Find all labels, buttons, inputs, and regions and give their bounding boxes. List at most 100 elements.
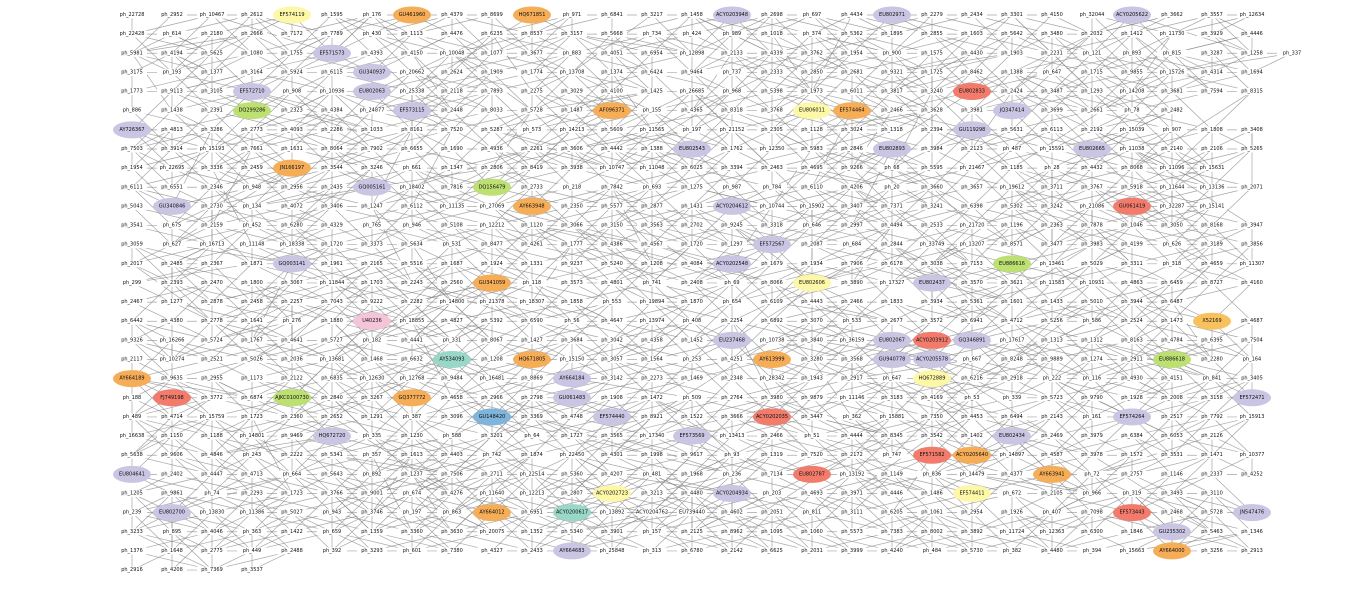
graph-node[interactable]: ph_487: [997, 145, 1027, 153]
graph-node[interactable]: GU340937: [353, 63, 391, 81]
graph-node[interactable]: ph_684: [837, 241, 867, 249]
graph-node[interactable]: ph_4150: [397, 49, 427, 57]
graph-node[interactable]: ph_5043: [117, 202, 147, 210]
graph-node[interactable]: ph_3067: [277, 279, 307, 287]
graph-node[interactable]: ph_20: [877, 183, 907, 191]
graph-node[interactable]: JN166197: [273, 159, 311, 177]
graph-node[interactable]: ph_2408: [677, 279, 707, 287]
graph-node[interactable]: ph_3657: [957, 183, 987, 191]
graph-node[interactable]: ph_5108: [437, 222, 467, 230]
graph-node[interactable]: ph_4434: [837, 11, 867, 19]
graph-node[interactable]: ph_883: [557, 49, 587, 57]
graph-node[interactable]: ph_2133: [717, 49, 747, 57]
graph-node[interactable]: ph_2463: [757, 164, 787, 172]
graph-node[interactable]: ph_2448: [437, 107, 467, 115]
graph-node[interactable]: ph_4199: [1117, 241, 1147, 249]
graph-node[interactable]: ph_218: [557, 183, 587, 191]
graph-node[interactable]: ph_4206: [837, 183, 867, 191]
graph-node[interactable]: ph_2192: [1077, 126, 1107, 134]
graph-node[interactable]: ph_2850: [797, 68, 827, 76]
graph-node[interactable]: ph_1762: [717, 145, 747, 153]
graph-node[interactable]: EU802063: [353, 83, 391, 101]
graph-node[interactable]: ph_8537: [517, 30, 547, 38]
graph-node[interactable]: ph_3487: [1037, 88, 1067, 96]
graph-node[interactable]: ph_10467: [197, 11, 227, 19]
graph-node[interactable]: ph_15591: [1037, 145, 1067, 153]
graph-node[interactable]: ph_4936: [477, 145, 507, 153]
graph-node[interactable]: ph_5398: [757, 88, 787, 96]
graph-node[interactable]: ph_3762: [797, 49, 827, 57]
graph-node[interactable]: ph_4442: [597, 145, 627, 153]
graph-node[interactable]: ph_3157: [557, 30, 587, 38]
graph-node[interactable]: ph_24877: [357, 107, 387, 115]
graph-node[interactable]: ph_907: [1157, 126, 1187, 134]
graph-node[interactable]: ph_1438: [157, 107, 187, 115]
graph-node[interactable]: ph_14213: [557, 126, 587, 134]
graph-node[interactable]: ph_3767: [1077, 183, 1107, 191]
graph-node[interactable]: ph_8477: [477, 241, 507, 249]
graph-node[interactable]: ph_1631: [277, 145, 307, 153]
graph-node[interactable]: ph_6111: [117, 183, 147, 191]
graph-node[interactable]: ph_2878: [197, 298, 227, 306]
graph-node[interactable]: ph_6551: [157, 183, 187, 191]
graph-node[interactable]: ph_646: [797, 222, 827, 230]
graph-node[interactable]: ph_4314: [1197, 68, 1227, 76]
graph-node[interactable]: ph_8315: [1237, 88, 1267, 96]
graph-node[interactable]: ph_3621: [997, 279, 1027, 287]
graph-node[interactable]: ph_2282: [397, 298, 427, 306]
graph-node[interactable]: ph_2702: [677, 222, 707, 230]
graph-node[interactable]: ph_2279: [917, 11, 947, 19]
graph-node[interactable]: ph_7878: [1077, 222, 1107, 230]
graph-node[interactable]: ph_32287: [1157, 202, 1187, 210]
graph-node[interactable]: ph_2159: [197, 222, 227, 230]
graph-node[interactable]: ph_2956: [277, 183, 307, 191]
graph-node[interactable]: ph_1275: [677, 183, 707, 191]
graph-node[interactable]: ph_3394: [717, 164, 747, 172]
graph-node[interactable]: ph_374: [797, 30, 827, 38]
graph-node[interactable]: ph_2467: [117, 298, 147, 306]
graph-node[interactable]: ph_3024: [837, 126, 867, 134]
graph-node[interactable]: ph_2243: [397, 279, 427, 287]
graph-node[interactable]: ph_20662: [397, 68, 427, 76]
graph-node[interactable]: ph_10744: [757, 202, 787, 210]
graph-node[interactable]: ph_6235: [477, 30, 507, 38]
graph-node[interactable]: GU340846: [153, 197, 191, 215]
graph-node[interactable]: ph_9113: [157, 88, 187, 96]
graph-node[interactable]: ph_2424: [997, 88, 1027, 96]
graph-node[interactable]: ph_2466: [877, 107, 907, 115]
graph-node[interactable]: ph_3929: [1197, 30, 1227, 38]
graph-node[interactable]: ph_2434: [957, 11, 987, 19]
graph-node[interactable]: HQ671851: [513, 6, 551, 24]
graph-node[interactable]: ph_1487: [557, 107, 587, 115]
graph-node[interactable]: ph_2394: [917, 126, 947, 134]
graph-node[interactable]: ph_1903: [997, 49, 1027, 57]
graph-node[interactable]: ph_2350: [557, 202, 587, 210]
graph-node[interactable]: ph_2305: [757, 126, 787, 134]
graph-node[interactable]: ph_2624: [437, 68, 467, 76]
graph-node[interactable]: ph_784: [757, 183, 787, 191]
graph-node[interactable]: ph_5668: [597, 30, 627, 38]
graph-node[interactable]: ph_8318: [717, 107, 747, 115]
graph-node[interactable]: ph_15141: [1197, 202, 1227, 210]
graph-node[interactable]: ph_4100: [597, 88, 627, 96]
graph-node[interactable]: ph_9321: [877, 68, 907, 76]
graph-node[interactable]: ph_1694: [1237, 68, 1267, 76]
graph-node[interactable]: ph_3408: [1237, 126, 1267, 134]
graph-node[interactable]: ph_11135: [437, 202, 467, 210]
graph-node[interactable]: ph_11644: [1157, 183, 1187, 191]
graph-node[interactable]: ph_4384: [317, 107, 347, 115]
graph-node[interactable]: ph_22428: [117, 30, 147, 38]
graph-node[interactable]: ph_2681: [837, 68, 867, 76]
graph-node[interactable]: ph_11844: [317, 279, 347, 287]
graph-node[interactable]: ph_886: [117, 107, 147, 115]
graph-node[interactable]: ph_11048: [637, 164, 667, 172]
graph-node[interactable]: ph_1128: [797, 126, 827, 134]
graph-node[interactable]: EU802437: [913, 274, 951, 292]
graph-node[interactable]: ph_6110: [797, 183, 827, 191]
graph-node[interactable]: ph_3817: [877, 88, 907, 96]
graph-node[interactable]: ph_25338: [397, 88, 427, 96]
graph-node[interactable]: ph_10747: [597, 164, 627, 172]
graph-node[interactable]: ph_1720: [677, 241, 707, 249]
graph-node[interactable]: ph_1703: [357, 279, 387, 287]
graph-node[interactable]: ph_2855: [917, 30, 947, 38]
